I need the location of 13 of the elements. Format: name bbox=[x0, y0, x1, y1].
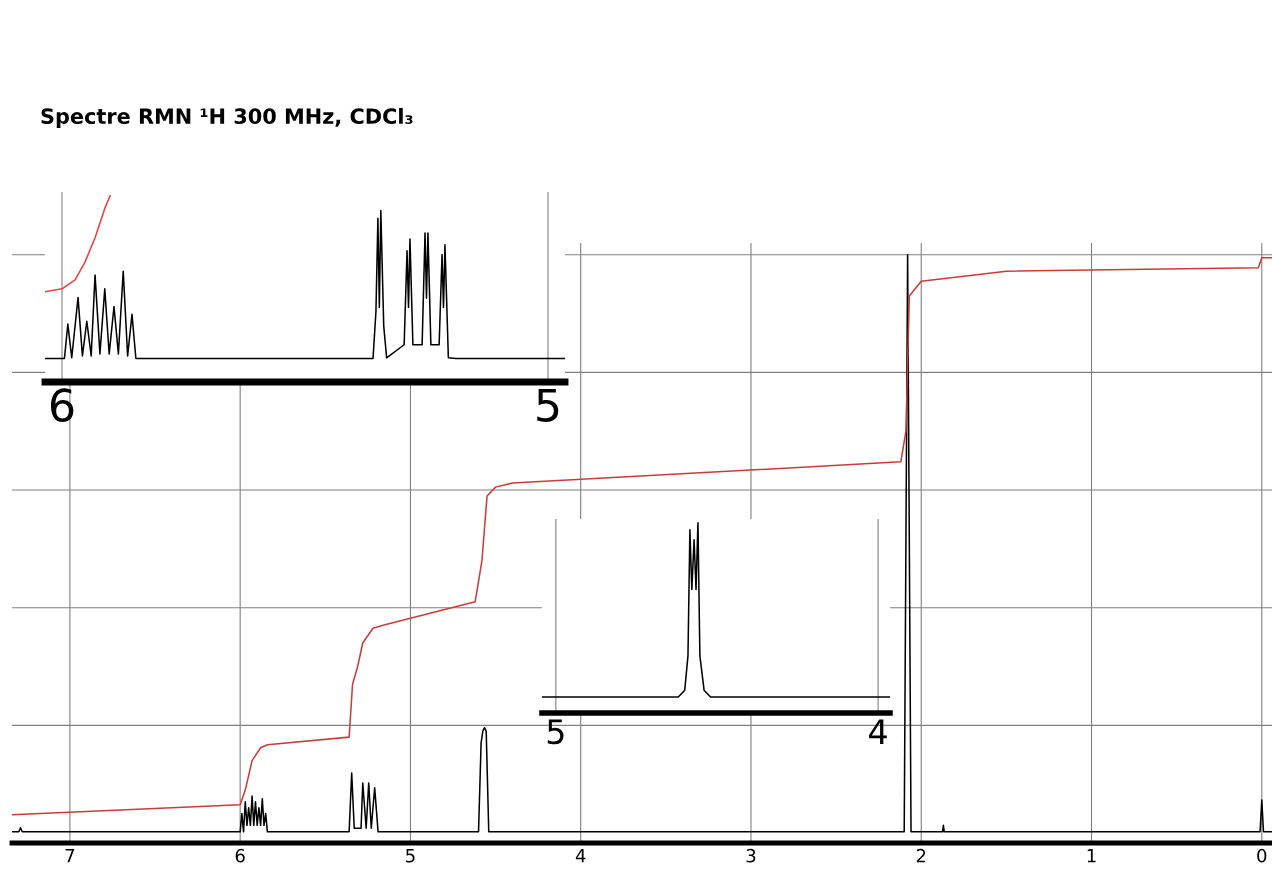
x-tick-label: 7 bbox=[65, 849, 75, 863]
x-tick-label: 3 bbox=[746, 848, 756, 863]
x-tick-label: 6 bbox=[235, 848, 245, 863]
x-tick-label: 2 bbox=[916, 848, 926, 863]
x-tick-label: 0 bbox=[1257, 848, 1267, 863]
x-tick-label: 1 bbox=[1087, 849, 1096, 863]
chart-title: Spectre RMN ¹H 300 MHz, CDCl₃ bbox=[41, 107, 413, 129]
x-tick-label: 6 bbox=[50, 388, 74, 422]
x-tick-label: 5 bbox=[406, 849, 415, 863]
x-tick-label: 4 bbox=[575, 849, 586, 863]
x-tick-label: 4 bbox=[869, 719, 887, 744]
x-tick-label: 5 bbox=[547, 719, 564, 745]
x-tick-label: 5 bbox=[537, 388, 559, 422]
